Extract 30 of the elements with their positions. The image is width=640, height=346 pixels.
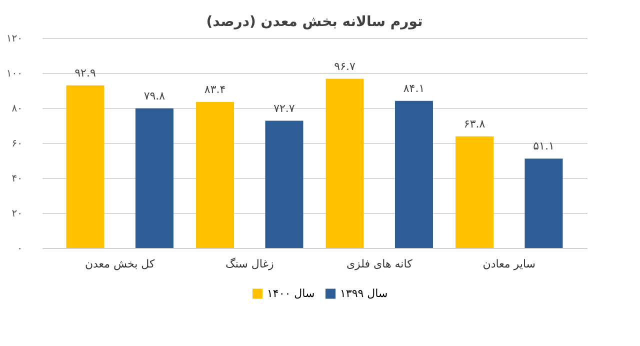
y-tick-label: ۸۰ [12, 104, 22, 114]
bar [326, 78, 364, 248]
data-label: ۸۴.۱ [403, 82, 425, 95]
x-tick-label: زغال سنگ [225, 258, 274, 270]
legend-label: سال ۱۳۹۹ [340, 286, 388, 300]
bar [135, 108, 174, 248]
bar [66, 85, 104, 248]
chart-title: تورم سالانه بخش معدن (درصد) [206, 14, 423, 30]
data-label: ۵۱.۱ [533, 140, 554, 153]
y-tick-label: ۶۰ [12, 138, 22, 150]
bar [524, 158, 563, 248]
y-tick-label: ۴۰ [12, 174, 22, 184]
data-label: ۹۶.۷ [334, 60, 356, 73]
x-tick-label: سایر معادن [482, 258, 536, 270]
x-tick-label: کل بخش معدن [84, 258, 156, 270]
data-label: ۹۲.۹ [74, 66, 96, 80]
y-tick-label: ۱۰۰ [6, 68, 22, 80]
data-label: ۷۹.۸ [144, 89, 166, 102]
bar [196, 102, 234, 248]
bar [456, 136, 494, 248]
data-label: ۸۳.۴ [204, 83, 226, 96]
data-label: ۶۳.۸ [464, 117, 486, 130]
bar [394, 100, 433, 248]
bar [265, 120, 304, 248]
x-tick-label: کانه های فلزی [346, 258, 414, 270]
y-tick-label: ۰ [17, 244, 22, 254]
y-tick-label: ۲۰ [12, 208, 22, 220]
data-label: ۷۲.۷ [274, 102, 295, 115]
y-tick-label: ۱۲۰ [6, 34, 22, 44]
legend-label: سال ۱۴۰۰ [267, 286, 315, 300]
